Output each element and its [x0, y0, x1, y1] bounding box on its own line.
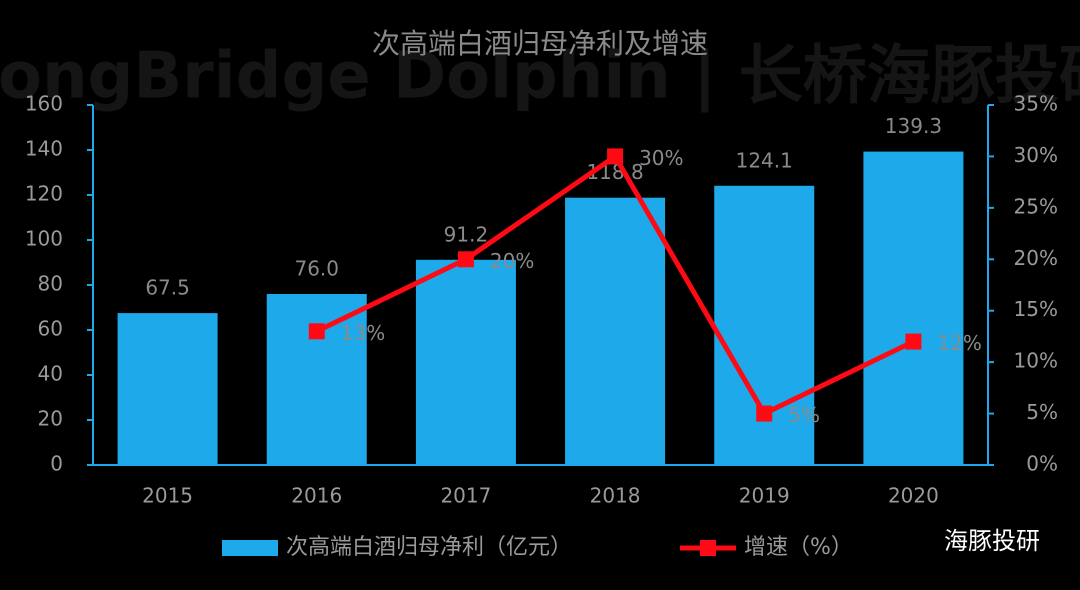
y-tick-label: 160 — [25, 92, 63, 116]
y-tick-label: 40 — [38, 362, 63, 386]
bar-value-label: 76.0 — [294, 257, 339, 281]
y-tick-label: 60 — [38, 317, 63, 341]
line-value-label: 20% — [490, 249, 534, 273]
chart-title: 次高端白酒归母净利及增速 — [372, 27, 708, 60]
bar-value-label: 124.1 — [736, 148, 793, 172]
y2-tick-label: 35% — [1014, 92, 1058, 116]
badge: 海豚投研 — [944, 527, 1040, 555]
x-tick-label: 2020 — [888, 484, 939, 508]
legend-label: 次高端白酒归母净利（亿元） — [286, 535, 572, 560]
bar-value-label: 67.5 — [145, 276, 190, 300]
y-tick-label: 80 — [38, 272, 63, 296]
watermark: LongBridge Dolphin | 长桥海豚投研 — [0, 40, 1080, 114]
y-tick-label: 20 — [38, 407, 63, 431]
y2-tick-label: 10% — [1014, 349, 1058, 373]
line-value-label: 30% — [639, 146, 683, 170]
bar-value-label: 139.3 — [885, 114, 942, 138]
y2-tick-label: 5% — [1026, 400, 1058, 424]
y-tick-label: 0 — [50, 452, 63, 476]
line-marker — [457, 251, 474, 268]
x-tick-label: 2019 — [739, 484, 790, 508]
y-tick-label: 100 — [25, 227, 63, 251]
legend-swatch — [222, 540, 278, 556]
y2-tick-label: 15% — [1014, 297, 1058, 321]
line-value-label: 12% — [937, 331, 981, 355]
x-tick-label: 2015 — [142, 484, 193, 508]
bar — [415, 259, 516, 465]
y2-tick-label: 20% — [1014, 246, 1058, 270]
x-tick-label: 2018 — [590, 484, 641, 508]
bar — [117, 313, 218, 465]
bar — [266, 294, 367, 465]
line-marker — [905, 333, 922, 350]
line-marker — [308, 323, 325, 340]
line-value-label: 13% — [341, 321, 385, 345]
bar — [565, 197, 666, 465]
y2-tick-label: 25% — [1014, 194, 1058, 218]
line-marker — [607, 148, 624, 165]
x-tick-label: 2016 — [291, 484, 342, 508]
y-tick-label: 140 — [25, 137, 63, 161]
y2-tick-label: 30% — [1014, 143, 1058, 167]
legend-label: 增速（%） — [744, 535, 853, 560]
x-tick-label: 2017 — [440, 484, 491, 508]
line-marker — [756, 405, 773, 422]
legend-swatch — [700, 540, 716, 556]
bar — [863, 151, 964, 465]
y-tick-label: 120 — [25, 182, 63, 206]
bar-value-label: 91.2 — [444, 222, 489, 246]
line-value-label: 5% — [788, 403, 820, 427]
y2-tick-label: 0% — [1026, 452, 1058, 476]
